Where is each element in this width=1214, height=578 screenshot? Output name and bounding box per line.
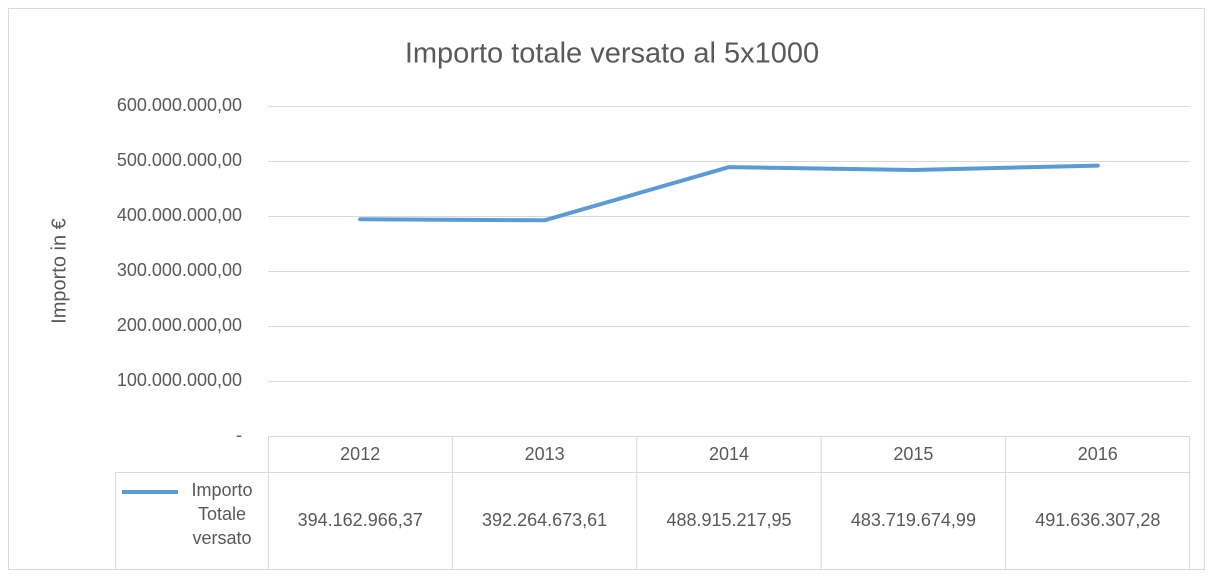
table-value: 491.636.307,28 (1035, 510, 1160, 530)
x-tick-label: 2012 (340, 444, 380, 464)
y-tick-label: 400.000.000,00 (117, 205, 242, 225)
table-value: 483.719.674,99 (851, 510, 976, 530)
x-tick-label: 2013 (525, 444, 565, 464)
y-axis-label: Importo in € (48, 218, 70, 324)
y-tick-label: 200.000.000,00 (117, 315, 242, 335)
table-value: 488.915.217,95 (666, 510, 791, 530)
x-tick-label: 2016 (1078, 444, 1118, 464)
y-tick-label: 600.000.000,00 (117, 95, 242, 115)
legend-label: Importo Totale versato (191, 480, 253, 548)
y-tick-label: 100.000.000,00 (117, 370, 242, 390)
table-value: 392.264.673,61 (482, 510, 607, 530)
table-value: 394.162.966,37 (298, 510, 423, 530)
y-tick-label: 500.000.000,00 (117, 150, 242, 170)
x-tick-label: 2015 (893, 444, 933, 464)
y-tick-label: 300.000.000,00 (117, 260, 242, 280)
legend-box: Importo Totale versato (191, 480, 253, 548)
x-tick-label: 2014 (709, 444, 749, 464)
chart-title: Importo totale versato al 5x1000 (405, 38, 819, 70)
series-line (358, 163, 1100, 223)
y-tick-label: - (236, 425, 242, 445)
